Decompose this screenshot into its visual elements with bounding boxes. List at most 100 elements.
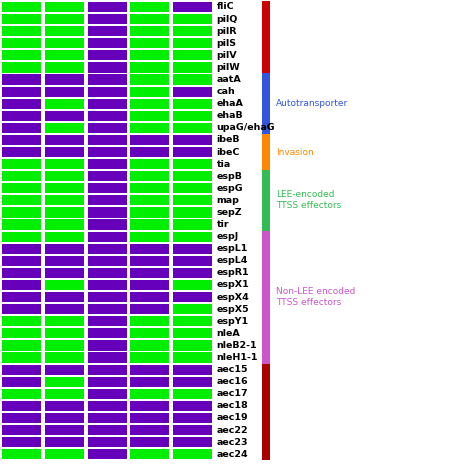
Bar	[45, 2, 84, 12]
Bar	[173, 111, 212, 121]
Bar	[2, 38, 41, 48]
Bar	[130, 26, 169, 36]
Bar	[2, 87, 41, 97]
Bar	[2, 159, 41, 169]
Bar	[2, 123, 41, 133]
Bar	[130, 449, 169, 459]
Bar	[2, 292, 41, 302]
Text: pilR: pilR	[217, 27, 237, 36]
Text: ibeB: ibeB	[217, 136, 240, 145]
Bar	[88, 437, 127, 447]
Bar	[45, 449, 84, 459]
Text: LEE-encoded
TTSS effectors: LEE-encoded TTSS effectors	[276, 191, 341, 210]
Bar	[88, 268, 127, 278]
Bar	[130, 147, 169, 157]
Bar	[2, 50, 41, 60]
Bar	[2, 425, 41, 435]
Bar	[130, 87, 169, 97]
Bar	[173, 389, 212, 399]
Bar	[130, 304, 169, 314]
Bar	[130, 437, 169, 447]
Bar	[2, 74, 41, 84]
Bar	[88, 316, 127, 326]
Text: espY1: espY1	[217, 317, 249, 326]
Text: Non-LEE encoded
TTSS effectors: Non-LEE encoded TTSS effectors	[276, 287, 355, 307]
Bar	[88, 171, 127, 181]
Text: pilV: pilV	[217, 51, 237, 60]
Bar	[2, 63, 41, 73]
Bar	[173, 232, 212, 242]
Bar	[45, 268, 84, 278]
Bar	[45, 389, 84, 399]
Bar	[2, 268, 41, 278]
Bar	[130, 340, 169, 350]
Text: espX4: espX4	[217, 292, 249, 301]
Bar	[88, 111, 127, 121]
Text: ehaA: ehaA	[217, 99, 244, 108]
Bar	[173, 401, 212, 411]
Bar	[88, 14, 127, 24]
Text: Invasion: Invasion	[276, 147, 314, 156]
Bar	[45, 365, 84, 374]
Text: aec15: aec15	[217, 365, 248, 374]
Bar	[2, 195, 41, 205]
Bar	[88, 365, 127, 374]
Bar	[2, 280, 41, 290]
Bar	[45, 316, 84, 326]
Bar	[2, 2, 41, 12]
Bar	[2, 389, 41, 399]
Text: Autotransporter: Autotransporter	[276, 99, 348, 108]
Bar	[130, 316, 169, 326]
Text: espR1: espR1	[217, 268, 249, 277]
Bar	[2, 413, 41, 423]
Bar	[173, 99, 212, 109]
Bar	[173, 377, 212, 387]
Bar	[173, 256, 212, 266]
Bar	[88, 74, 127, 84]
Bar	[45, 183, 84, 193]
Bar	[2, 377, 41, 387]
Bar	[45, 26, 84, 36]
Bar	[173, 38, 212, 48]
Bar	[173, 280, 212, 290]
Bar	[130, 63, 169, 73]
Bar	[88, 208, 127, 218]
Bar	[2, 171, 41, 181]
Bar	[45, 353, 84, 363]
Bar	[45, 111, 84, 121]
Bar	[88, 353, 127, 363]
Bar	[173, 328, 212, 338]
Bar	[130, 377, 169, 387]
Bar	[173, 365, 212, 374]
Bar	[173, 50, 212, 60]
Bar	[173, 2, 212, 12]
Bar	[173, 413, 212, 423]
Text: espX5: espX5	[217, 305, 249, 314]
Bar	[2, 256, 41, 266]
Text: ehaB: ehaB	[217, 111, 243, 120]
Bar	[130, 328, 169, 338]
Bar	[2, 111, 41, 121]
Bar	[45, 292, 84, 302]
Text: cah: cah	[217, 87, 236, 96]
Bar	[173, 135, 212, 145]
Bar	[173, 244, 212, 254]
Bar	[173, 292, 212, 302]
Bar	[130, 232, 169, 242]
Bar	[2, 340, 41, 350]
Bar	[130, 74, 169, 84]
Bar	[45, 195, 84, 205]
Bar	[45, 244, 84, 254]
Bar	[130, 50, 169, 60]
Text: pilW: pilW	[217, 63, 240, 72]
Bar	[130, 292, 169, 302]
Text: nleB2-1: nleB2-1	[217, 341, 257, 350]
Bar	[173, 123, 212, 133]
Text: espG: espG	[217, 184, 243, 193]
Bar	[2, 147, 41, 157]
Bar	[45, 208, 84, 218]
Bar	[173, 147, 212, 157]
Text: espL1: espL1	[217, 244, 248, 253]
Text: pilQ: pilQ	[217, 15, 238, 24]
Bar	[130, 111, 169, 121]
